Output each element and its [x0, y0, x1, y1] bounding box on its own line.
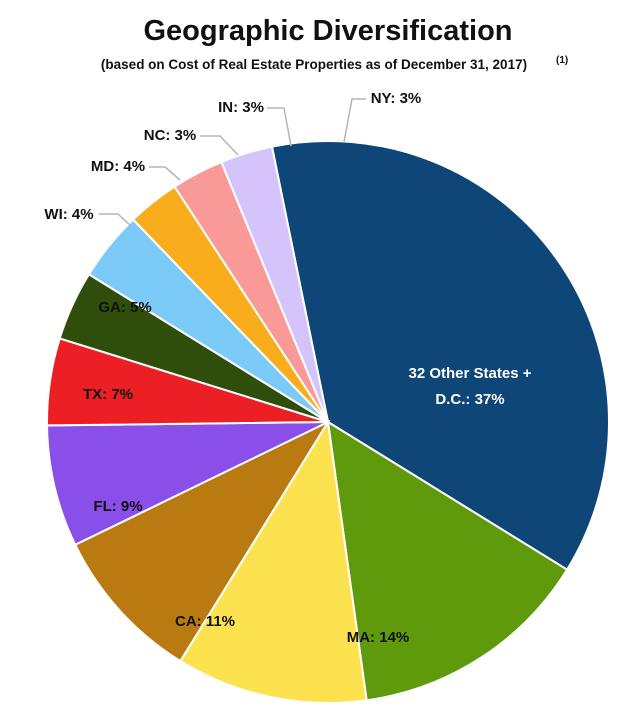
leader-line	[343, 98, 366, 143]
leader-line	[149, 166, 181, 181]
slice-label: GA: 5%	[98, 299, 151, 316]
footnote-marker: (1)	[556, 55, 568, 66]
leader-line	[200, 135, 239, 156]
pie-slice	[46, 421, 329, 547]
pie-slice	[73, 419, 331, 663]
slice-label: WI: 4%	[44, 206, 93, 223]
slice-label: MA: 14%	[347, 629, 410, 646]
chart-subtitle: (based on Cost of Real Estate Properties…	[101, 57, 527, 72]
leader-lines	[99, 98, 366, 227]
slice-label: TX: 7%	[83, 386, 133, 403]
slice-label: MD: 4%	[91, 158, 145, 175]
pie-slice	[220, 145, 329, 423]
chart-title: Geographic Diversification	[143, 15, 512, 47]
leader-line	[99, 213, 132, 227]
slice-labels: 32 Other States + D.C.: 37% MA: 14% CA: 11%…	[44, 90, 531, 646]
slice-label: FL: 9%	[93, 498, 142, 515]
slice-label: NC: 3%	[144, 127, 197, 144]
slice-label: IN: 3%	[218, 99, 264, 116]
pie-slice	[326, 420, 569, 702]
pie-slice	[178, 419, 368, 704]
slice-label: 32 Other States + D.C.: 37%	[409, 365, 532, 408]
pie-slices	[46, 139, 610, 704]
slice-label: NY: 3%	[371, 90, 422, 107]
pie-slice	[270, 139, 610, 572]
leader-line	[267, 107, 292, 147]
slice-label: CA: 11%	[175, 613, 235, 630]
